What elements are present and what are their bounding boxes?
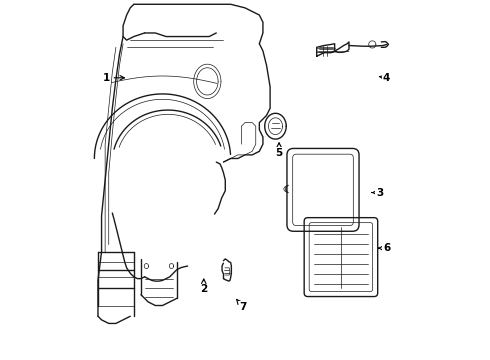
Text: 1: 1 <box>103 73 124 83</box>
Text: 3: 3 <box>372 188 383 198</box>
Text: 2: 2 <box>200 279 207 294</box>
Text: 4: 4 <box>379 73 391 83</box>
Text: 5: 5 <box>275 143 283 158</box>
Text: 7: 7 <box>237 300 247 312</box>
Text: 6: 6 <box>379 243 390 253</box>
